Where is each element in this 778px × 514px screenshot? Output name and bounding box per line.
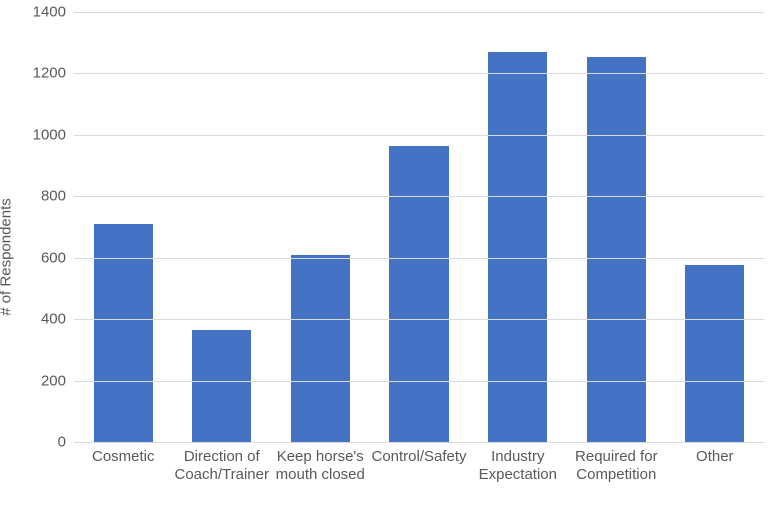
bar-chart: # of Respondents 02004006008001000120014… bbox=[0, 0, 778, 514]
bar-slot bbox=[567, 12, 666, 442]
bar-slot bbox=[271, 12, 370, 442]
y-tick-label: 0 bbox=[58, 434, 66, 451]
x-tick-label: Control/Safety bbox=[370, 444, 469, 484]
y-tick-label: 600 bbox=[41, 249, 66, 266]
plot-area: 0200400600800100012001400 bbox=[74, 12, 764, 443]
bar bbox=[685, 265, 744, 442]
y-axis-label: # of Respondents bbox=[0, 198, 15, 316]
x-tick-label: Required for Competition bbox=[567, 444, 666, 484]
gridline bbox=[74, 258, 764, 259]
y-tick-label: 1000 bbox=[33, 126, 66, 143]
x-tick-label: Other bbox=[666, 444, 765, 484]
x-axis-labels: CosmeticDirection of Coach/TrainerKeep h… bbox=[74, 444, 764, 484]
bar-slot bbox=[468, 12, 567, 442]
x-tick-label: Direction of Coach/Trainer bbox=[173, 444, 272, 484]
gridline bbox=[74, 12, 764, 13]
y-tick-label: 800 bbox=[41, 188, 66, 205]
gridline bbox=[74, 73, 764, 74]
x-tick-label: Cosmetic bbox=[74, 444, 173, 484]
bar bbox=[291, 255, 350, 442]
bar-slot bbox=[74, 12, 173, 442]
bar bbox=[488, 52, 547, 442]
gridline bbox=[74, 135, 764, 136]
y-tick-label: 400 bbox=[41, 311, 66, 328]
bar bbox=[192, 330, 251, 442]
gridline bbox=[74, 196, 764, 197]
bar-slot bbox=[173, 12, 272, 442]
bar bbox=[587, 57, 646, 442]
y-tick-label: 1400 bbox=[33, 4, 66, 21]
bar bbox=[389, 146, 448, 442]
gridline bbox=[74, 319, 764, 320]
gridline bbox=[74, 381, 764, 382]
bar bbox=[94, 224, 153, 442]
y-tick-label: 200 bbox=[41, 372, 66, 389]
x-tick-label: Keep horse's mouth closed bbox=[271, 444, 370, 484]
x-tick-label: Industry Expectation bbox=[469, 444, 568, 484]
y-tick-label: 1200 bbox=[33, 65, 66, 82]
bar-slot bbox=[665, 12, 764, 442]
bars-container bbox=[74, 12, 764, 442]
bar-slot bbox=[370, 12, 469, 442]
